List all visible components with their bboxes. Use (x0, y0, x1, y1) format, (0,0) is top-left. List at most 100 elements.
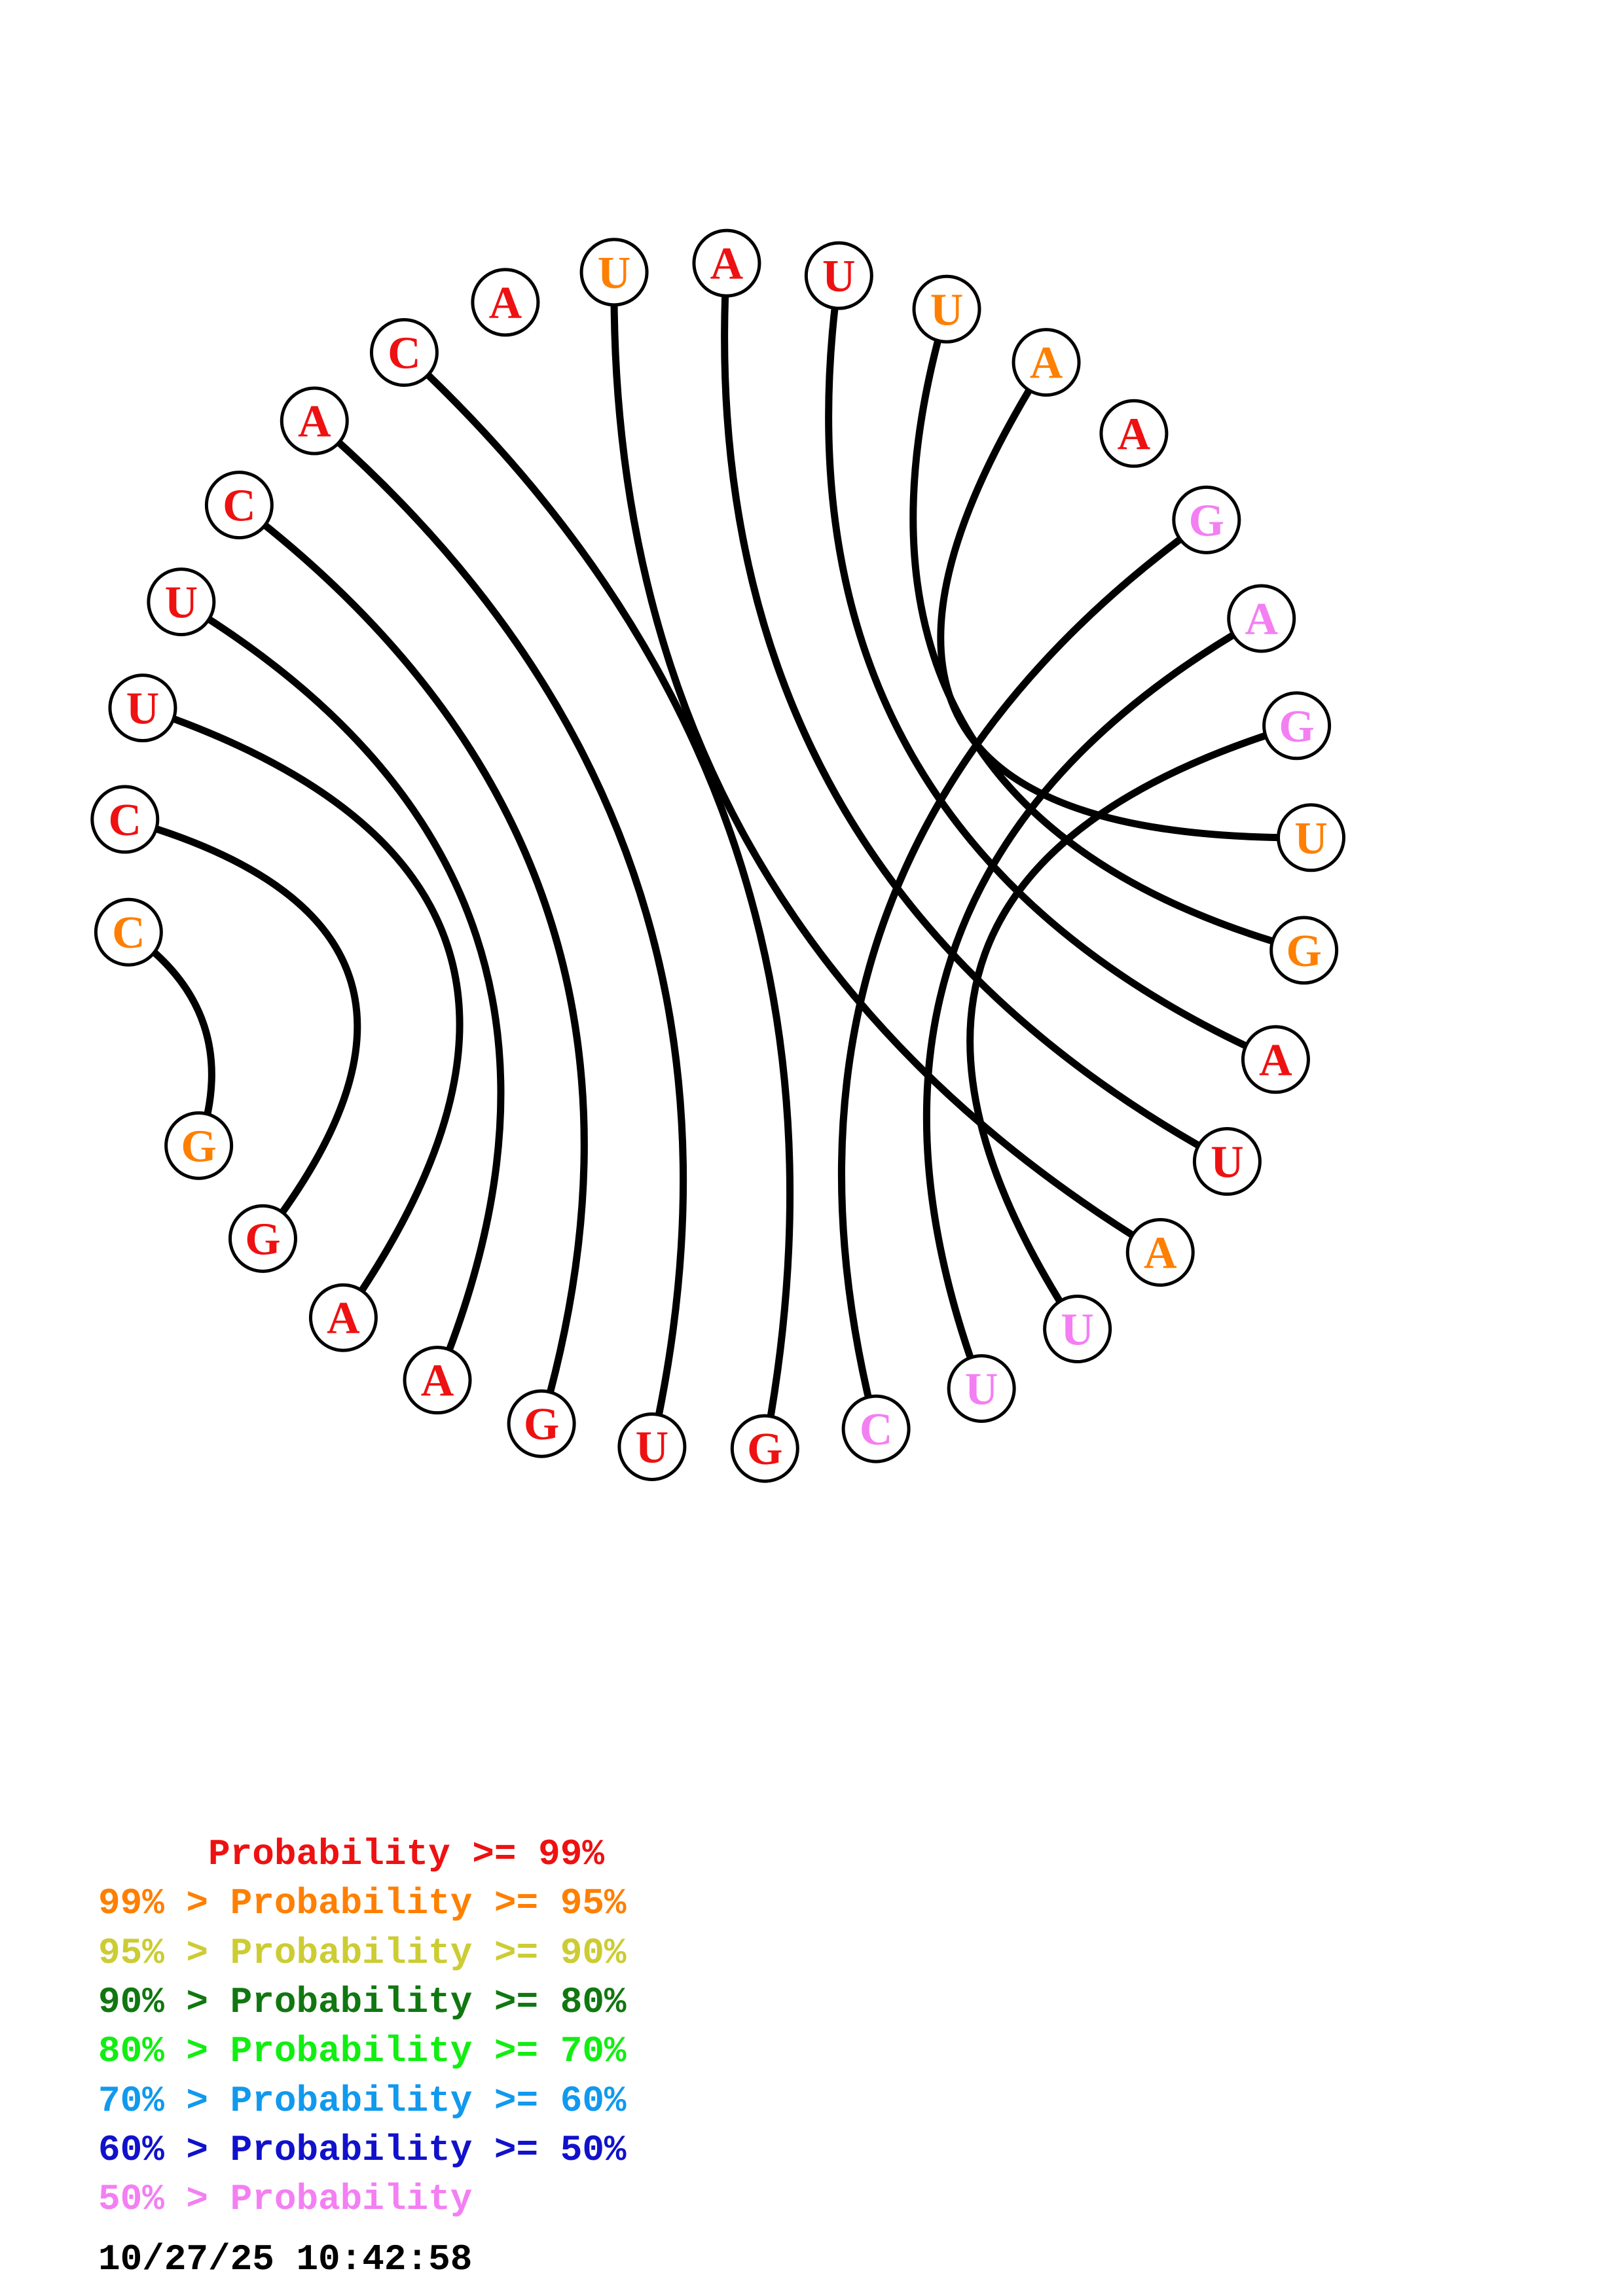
nucleotide-circle (507, 1389, 576, 1458)
nucleotide-base: U (965, 1364, 998, 1414)
nucleotide-circle (1241, 1025, 1310, 1094)
legend-entry-4: 90% > Probability >= 80% (98, 1981, 627, 2023)
nucleotide-circle (369, 318, 439, 387)
nucleotide-circle (730, 1414, 799, 1483)
nucleotide-12: U (912, 274, 981, 344)
nucleotide-21: U (1192, 1127, 1262, 1196)
nucleotide-circle (1043, 1294, 1112, 1363)
base-pair-arc-5-28 (237, 502, 588, 1425)
base-pair-arc-11-20 (825, 275, 1277, 1063)
nucleotide-circle (947, 1354, 1016, 1423)
nucleotide-27: U (617, 1412, 687, 1481)
nucleotide-base: C (112, 908, 145, 958)
nucleotide-32: G (164, 1111, 234, 1180)
nucleotide-31: G (228, 1204, 297, 1273)
nucleotide-24: U (947, 1354, 1016, 1423)
nucleotide-10: A (692, 228, 761, 298)
nucleotide-18: U (1277, 803, 1346, 872)
nucleotide-circle (1125, 1217, 1195, 1287)
nucleotide-17: G (1262, 691, 1332, 761)
nucleotide-base: C (860, 1405, 893, 1455)
nucleotide-base: A (298, 397, 331, 447)
nucleotide-circle (1269, 916, 1339, 985)
nucleotide-base: U (1061, 1304, 1094, 1355)
nucleotide-base: U (126, 684, 160, 734)
nucleotide-base: U (165, 578, 198, 628)
nucleotide-circle (912, 274, 981, 344)
nucleotide-circle (1012, 328, 1081, 397)
nucleotide-25: C (841, 1394, 911, 1463)
nucleotide-2: C (90, 785, 160, 854)
base-pair-arc-13-18 (937, 360, 1311, 842)
base-pair-arc-15-25 (837, 516, 1209, 1430)
nucleotide-base: A (1144, 1228, 1177, 1278)
legend-entry-2: 99% > Probability >= 95% (98, 1882, 627, 1925)
nucleotide-28: G (507, 1389, 576, 1458)
legend-entry-7: 60% > Probability >= 50% (98, 2128, 627, 2171)
nucleotide-circle (204, 471, 274, 540)
nucleotide-8: A (471, 268, 540, 337)
legend-entry-6: 70% > Probability >= 60% (98, 2079, 627, 2122)
nucleotide-22: A (1125, 1217, 1195, 1287)
legend-entry-3: 95% > Probability >= 90% (98, 1931, 627, 1974)
nucleotide-base: A (1030, 338, 1063, 389)
legend-entry-1: Probability >= 99% (98, 1833, 604, 1875)
base-pair-arc-16-24 (922, 615, 1264, 1390)
nucleotide-base: A (1259, 1035, 1292, 1086)
nucleotide-13: A (1012, 328, 1081, 397)
nucleotide-1: C (94, 897, 163, 967)
nucleotide-base: U (822, 251, 856, 302)
nucleotide-circle (804, 241, 873, 310)
nucleotide-circle (471, 268, 540, 337)
base-pair-arc-17-23 (966, 722, 1298, 1331)
nucleotide-circle (90, 785, 160, 854)
nucleotide-circle (94, 897, 163, 967)
nucleotide-base: C (388, 329, 421, 379)
nucleotide-circle (280, 386, 349, 456)
nucleotide-26: G (730, 1414, 799, 1483)
base-pair-arc-2-31 (124, 816, 361, 1241)
base-pair-arc-7-26 (401, 350, 794, 1450)
nucleotide-base: C (109, 795, 142, 846)
nucleotide-19: G (1269, 916, 1339, 985)
base-pair-arc-10-21 (721, 262, 1230, 1165)
nucleotide-base: U (1294, 814, 1328, 864)
nucleotide-base: G (1189, 495, 1224, 546)
base-pair-arc-9-22 (610, 272, 1163, 1256)
nucleotide-circle (1227, 584, 1296, 653)
base-pair-arc-1-32 (126, 929, 215, 1147)
nucleotide-4: U (147, 567, 216, 637)
base-pair-arc-4-29 (179, 598, 505, 1382)
base-pair-arcs (124, 262, 1311, 1450)
nucleotide-14: A (1099, 399, 1169, 468)
nucleotide-circle (1277, 803, 1346, 872)
nucleotide-base: U (636, 1422, 669, 1473)
nucleotide-base: G (1279, 702, 1314, 752)
nucleotide-20: A (1241, 1025, 1310, 1094)
nucleotide-29: A (403, 1346, 472, 1415)
nucleotide-circle (403, 1346, 472, 1415)
nucleotide-base: A (489, 278, 522, 329)
nucleotide-base: A (421, 1356, 454, 1407)
nucleotide-base: G (1286, 926, 1321, 977)
nucleotide-base: U (1211, 1138, 1244, 1188)
nucleotide-base: G (524, 1399, 559, 1450)
nucleotide-circle (1172, 485, 1241, 554)
nucleotide-base: A (1245, 594, 1278, 645)
nucleotide-circle (617, 1412, 687, 1481)
nucleotide-circle (1099, 399, 1169, 468)
nucleotide-circle (228, 1204, 297, 1273)
nucleotide-3: U (108, 673, 177, 743)
nucleotide-23: U (1043, 1294, 1112, 1363)
nucleotide-circle (579, 238, 649, 307)
legend-entry-5: 80% > Probability >= 70% (98, 2030, 627, 2073)
nucleotide-base: G (245, 1214, 280, 1265)
nucleotide-base: U (930, 285, 964, 335)
nucleotide-base: A (1118, 409, 1151, 459)
nucleotide-circle (1192, 1127, 1262, 1196)
nucleotide-30: A (308, 1283, 378, 1352)
nucleotide-circle (1262, 691, 1332, 761)
nucleotide-base: C (223, 481, 256, 531)
